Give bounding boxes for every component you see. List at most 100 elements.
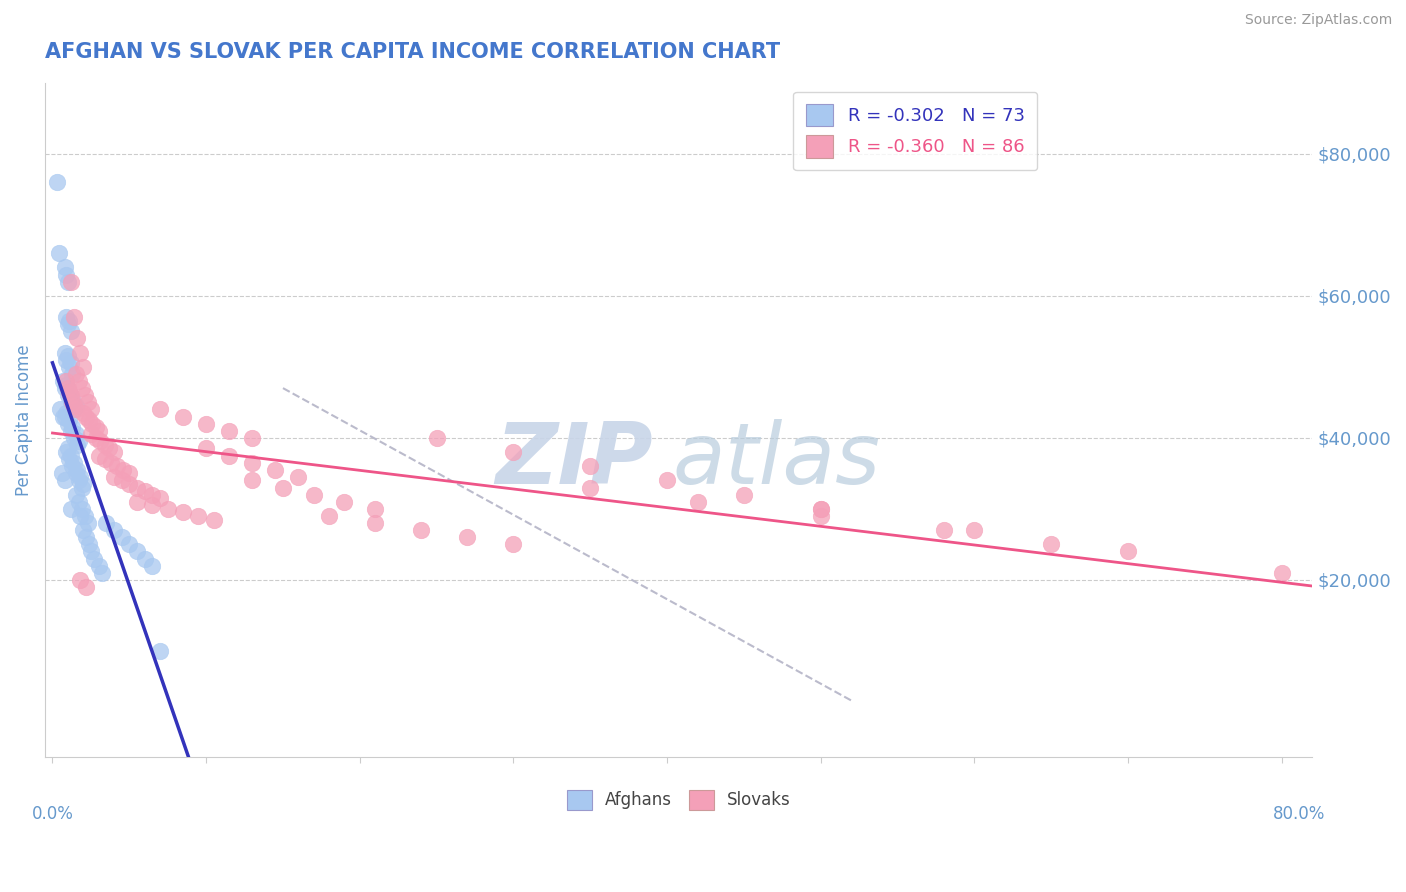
- Point: [63, 431, 86, 445]
- Point: [502, 445, 524, 459]
- Point: [56, 442, 79, 456]
- Point: [75, 530, 97, 544]
- Point: [111, 474, 134, 488]
- Point: [59, 501, 82, 516]
- Y-axis label: Per Capita Income: Per Capita Income: [15, 344, 32, 496]
- Point: [75, 409, 97, 424]
- Point: [103, 445, 125, 459]
- Point: [59, 449, 82, 463]
- Point: [48, 246, 70, 260]
- Point: [84, 420, 107, 434]
- Point: [195, 442, 218, 456]
- Point: [58, 452, 80, 467]
- Point: [579, 481, 602, 495]
- Point: [69, 508, 91, 523]
- Point: [87, 449, 110, 463]
- Point: [76, 395, 98, 409]
- Point: [67, 474, 90, 488]
- Point: [112, 463, 135, 477]
- Point: [134, 484, 156, 499]
- Point: [55, 268, 77, 282]
- Point: [149, 491, 172, 506]
- Point: [73, 508, 96, 523]
- Point: [59, 388, 82, 402]
- Point: [56, 381, 79, 395]
- Point: [411, 523, 433, 537]
- Point: [271, 481, 294, 495]
- Point: [65, 427, 87, 442]
- Point: [59, 356, 82, 370]
- Point: [58, 413, 80, 427]
- Point: [70, 381, 93, 395]
- Point: [53, 474, 76, 488]
- Point: [118, 467, 141, 481]
- Point: [76, 516, 98, 530]
- Point: [364, 516, 387, 530]
- Point: [56, 417, 79, 431]
- Point: [53, 260, 76, 275]
- Text: AFGHAN VS SLOVAK PER CAPITA INCOME CORRELATION CHART: AFGHAN VS SLOVAK PER CAPITA INCOME CORRE…: [45, 42, 780, 62]
- Point: [141, 488, 163, 502]
- Point: [58, 384, 80, 399]
- Point: [75, 580, 97, 594]
- Point: [111, 530, 134, 544]
- Point: [70, 481, 93, 495]
- Point: [287, 470, 309, 484]
- Point: [426, 431, 449, 445]
- Point: [333, 494, 356, 508]
- Point: [103, 470, 125, 484]
- Point: [53, 381, 76, 395]
- Point: [58, 359, 80, 374]
- Point: [80, 427, 103, 442]
- Text: ZIP: ZIP: [496, 419, 654, 502]
- Point: [963, 523, 986, 537]
- Point: [79, 537, 101, 551]
- Point: [59, 324, 82, 338]
- Point: [53, 345, 76, 359]
- Point: [100, 456, 122, 470]
- Point: [83, 551, 105, 566]
- Point: [72, 406, 94, 420]
- Point: [73, 388, 96, 402]
- Point: [686, 494, 709, 508]
- Point: [195, 417, 218, 431]
- Point: [58, 384, 80, 399]
- Point: [932, 523, 955, 537]
- Point: [87, 558, 110, 573]
- Point: [1040, 537, 1063, 551]
- Text: Source: ZipAtlas.com: Source: ZipAtlas.com: [1244, 13, 1392, 28]
- Point: [67, 434, 90, 449]
- Point: [55, 374, 77, 388]
- Point: [125, 494, 148, 508]
- Point: [96, 516, 118, 530]
- Point: [105, 459, 128, 474]
- Point: [69, 573, 91, 587]
- Point: [51, 467, 73, 481]
- Point: [98, 442, 121, 456]
- Point: [63, 456, 86, 470]
- Point: [218, 424, 240, 438]
- Point: [134, 551, 156, 566]
- Point: [52, 374, 75, 388]
- Point: [62, 459, 84, 474]
- Point: [1271, 566, 1294, 580]
- Point: [63, 310, 86, 325]
- Point: [62, 395, 84, 409]
- Point: [62, 367, 84, 381]
- Point: [67, 494, 90, 508]
- Point: [202, 512, 225, 526]
- Point: [82, 417, 104, 431]
- Point: [733, 488, 755, 502]
- Point: [240, 474, 263, 488]
- Point: [49, 402, 72, 417]
- Point: [172, 505, 194, 519]
- Point: [53, 409, 76, 424]
- Point: [69, 470, 91, 484]
- Point: [65, 488, 87, 502]
- Text: atlas: atlas: [672, 419, 880, 502]
- Point: [63, 402, 86, 417]
- Point: [66, 463, 89, 477]
- Point: [125, 544, 148, 558]
- Point: [65, 402, 87, 417]
- Point: [72, 359, 94, 374]
